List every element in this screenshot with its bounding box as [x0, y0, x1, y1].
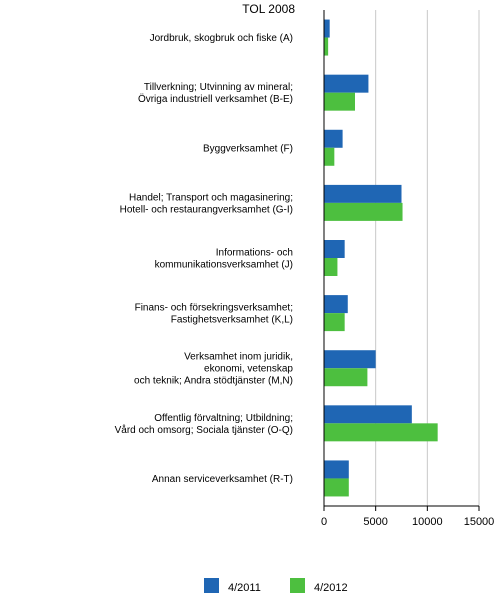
category-label: Tillverkning; Utvinning av mineral; Övrig…	[138, 82, 293, 105]
bar-4-2012	[324, 423, 438, 442]
bar-4-2011	[324, 460, 349, 479]
category-label: Jordbruk, skogbruk och fiske (A)	[150, 33, 293, 44]
x-tick-label: 15000	[464, 516, 495, 528]
bar-4-2012	[324, 258, 338, 276]
category-labels: Jordbruk, skogbruk och fiske (A) Tillverk…	[115, 33, 294, 485]
x-tick-label: 0	[321, 516, 327, 528]
category-label: Handel; Transport och magasinering; Hotel…	[120, 192, 293, 215]
bar-4-2012	[324, 92, 355, 111]
bar-4-2011	[324, 19, 330, 38]
bar-4-2012	[324, 313, 345, 332]
bar-4-2012	[324, 368, 368, 387]
bar-4-2012	[324, 37, 329, 56]
category-label: Finans- och försekringsverksamhet; Fastig…	[135, 303, 293, 326]
category-label: Annan serviceverksamhet (R-T)	[152, 474, 293, 485]
category-label: Offentlig förvaltning; Utbildning; Vård o…	[115, 413, 293, 436]
category-label: Verksamhet inom juridik, ekonomi, vetensk…	[134, 352, 293, 387]
x-axis: 0 5000 10000 15000	[321, 10, 494, 528]
legend-swatch	[290, 578, 305, 593]
bar-4-2011	[324, 240, 345, 258]
category-label: Informations- och kommunikationsverksamhe…	[155, 248, 293, 271]
category-label: Byggverksamhet (F)	[203, 143, 293, 154]
bar-4-2011	[324, 350, 376, 369]
bar-4-2012	[324, 147, 335, 166]
legend: 4/2011 4/2012	[204, 578, 348, 594]
bar-4-2012	[324, 478, 349, 497]
legend-swatch	[204, 578, 219, 593]
bar-4-2011	[324, 184, 402, 203]
bar-4-2011	[324, 74, 369, 93]
bar-4-2011	[324, 129, 343, 148]
bar-4-2012	[324, 202, 403, 221]
bars	[324, 19, 438, 497]
bar-4-2011	[324, 405, 412, 424]
x-tick-label: 10000	[412, 516, 443, 528]
x-tick-label: 5000	[363, 516, 387, 528]
legend-label: 4/2011	[228, 582, 261, 594]
chart-subtitle: TOL 2008	[242, 2, 295, 16]
legend-label: 4/2012	[314, 582, 348, 594]
bar-4-2011	[324, 295, 348, 314]
